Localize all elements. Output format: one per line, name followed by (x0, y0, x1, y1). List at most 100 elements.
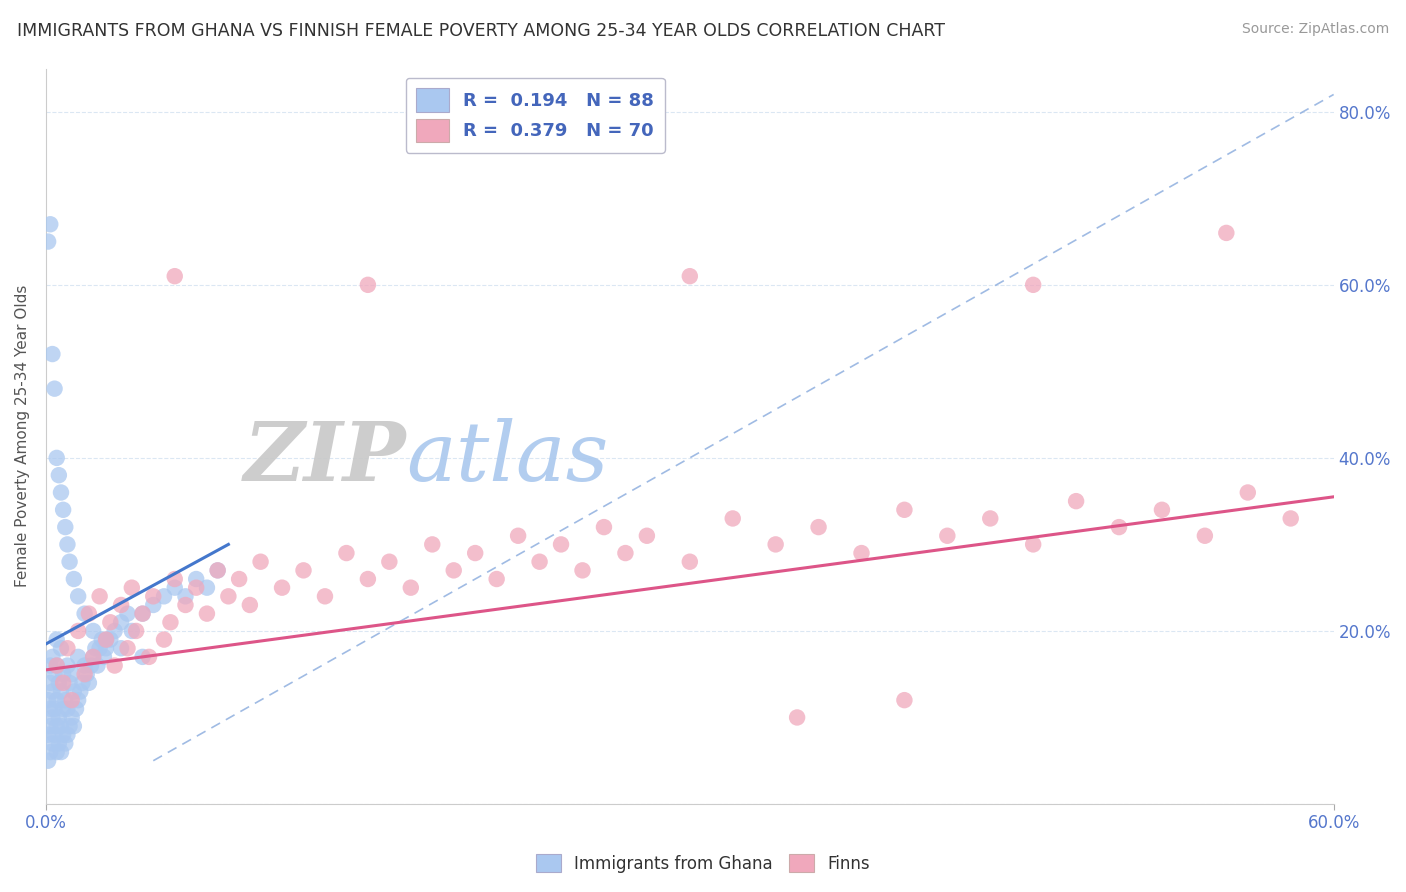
Point (58, 719, 80, 733)
Point (142, 598, 165, 612)
Point (893, 693, 915, 707)
Point (1108, 520, 1130, 534)
Point (67, 590, 90, 604)
Point (49, 719, 72, 733)
Point (45, 632, 67, 647)
Point (508, 529, 530, 543)
Point (60, 693, 83, 707)
Point (41, 736, 63, 750)
Point (37, 754, 59, 768)
Point (45, 693, 67, 707)
Point (48, 710, 70, 724)
Point (765, 537, 787, 551)
Point (1236, 485, 1258, 500)
Point (53, 693, 76, 707)
Point (117, 641, 139, 656)
Point (52, 676, 75, 690)
Point (84, 641, 107, 656)
Point (851, 546, 873, 560)
Point (239, 598, 262, 612)
Point (131, 649, 153, 664)
Point (53, 520, 76, 534)
Point (94, 632, 117, 647)
Point (1022, 277, 1045, 292)
Point (52, 702, 75, 716)
Point (217, 590, 239, 604)
Point (45, 658, 67, 673)
Point (186, 572, 208, 586)
Legend: Immigrants from Ghana, Finns: Immigrants from Ghana, Finns (529, 847, 877, 880)
Point (121, 624, 143, 638)
Point (41, 347, 63, 361)
Point (39, 745, 62, 759)
Point (357, 277, 380, 292)
Point (679, 269, 702, 284)
Point (110, 598, 132, 612)
Point (45, 745, 67, 759)
Point (228, 572, 250, 586)
Point (593, 520, 616, 534)
Point (335, 546, 357, 560)
Point (443, 563, 465, 577)
Point (125, 624, 148, 638)
Point (63, 684, 86, 698)
Point (44, 382, 66, 396)
Point (37, 235, 59, 249)
Point (186, 581, 208, 595)
Point (39, 658, 62, 673)
Point (529, 555, 551, 569)
Point (56, 728, 79, 742)
Point (1150, 503, 1173, 517)
Point (207, 563, 229, 577)
Point (1064, 494, 1087, 508)
Point (131, 607, 153, 621)
Point (44, 728, 66, 742)
Point (979, 511, 1001, 525)
Point (49, 485, 72, 500)
Point (72, 676, 94, 690)
Point (98, 632, 121, 647)
Point (893, 503, 915, 517)
Point (41, 710, 63, 724)
Point (786, 710, 808, 724)
Point (41, 684, 63, 698)
Point (73, 607, 96, 621)
Point (163, 572, 186, 586)
Point (1022, 537, 1045, 551)
Point (56, 537, 79, 551)
Point (49, 745, 72, 759)
Point (49, 684, 72, 698)
Point (357, 572, 380, 586)
Point (56, 658, 79, 673)
Point (153, 632, 176, 647)
Point (174, 590, 197, 604)
Point (45, 719, 67, 733)
Point (82, 624, 104, 638)
Point (142, 590, 165, 604)
Point (77, 676, 100, 690)
Text: ZIP: ZIP (243, 418, 406, 499)
Point (69, 684, 91, 698)
Point (80, 658, 103, 673)
Point (52, 667, 75, 681)
Point (614, 546, 637, 560)
Point (44, 667, 66, 681)
Point (37, 728, 59, 742)
Point (49, 641, 72, 656)
Point (110, 641, 132, 656)
Point (48, 468, 70, 483)
Point (807, 520, 830, 534)
Point (67, 649, 90, 664)
Point (89, 590, 111, 604)
Point (39, 702, 62, 716)
Point (60, 710, 83, 724)
Point (52, 728, 75, 742)
Point (110, 615, 132, 630)
Point (117, 607, 139, 621)
Point (53, 736, 76, 750)
Point (39, 217, 62, 231)
Point (67, 693, 90, 707)
Point (73, 658, 96, 673)
Point (56, 702, 79, 716)
Point (39, 719, 62, 733)
